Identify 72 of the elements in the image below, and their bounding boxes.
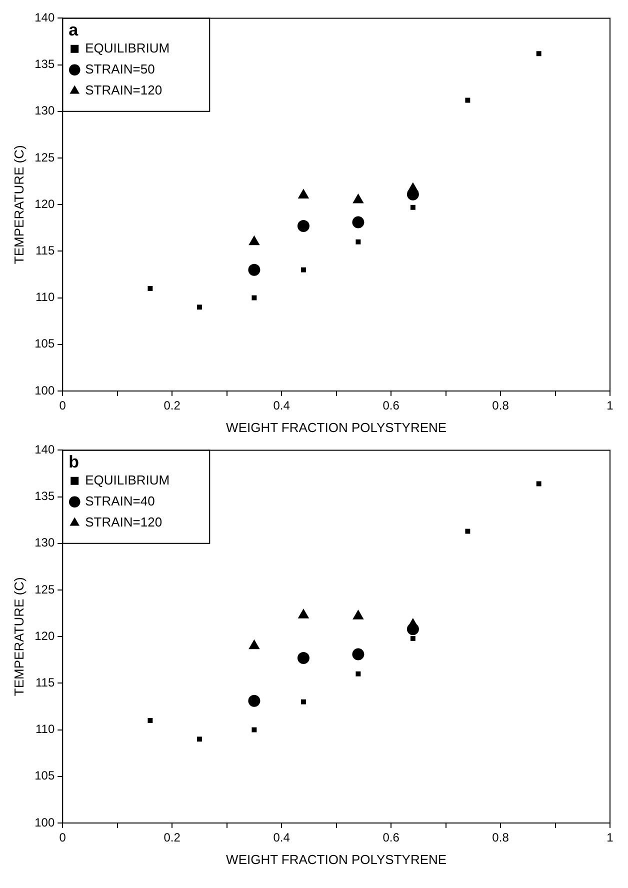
x-tick-label: 0.6 <box>382 830 400 845</box>
point <box>300 699 306 704</box>
point <box>252 295 257 300</box>
y-tick-label: 120 <box>34 628 55 643</box>
legend-label: STRAIN=120 <box>85 82 162 98</box>
y-tick-label: 140 <box>34 10 55 25</box>
point <box>352 216 364 228</box>
x-tick-label: 1 <box>606 398 614 413</box>
y-tick-label: 120 <box>34 196 55 211</box>
y-tick-label: 115 <box>35 676 55 690</box>
point <box>300 267 306 272</box>
legend-label: EQUILIBRIUM <box>85 40 170 56</box>
x-axis-title: WEIGHT FRACTION POLYSTYRENE <box>226 420 447 435</box>
annotation: b <box>68 452 80 472</box>
point <box>298 608 310 618</box>
point <box>410 636 416 641</box>
y-tick-label: 105 <box>34 768 55 783</box>
point <box>356 239 361 244</box>
y-tick-label: 125 <box>34 150 55 164</box>
y-tick-label: 130 <box>34 104 55 118</box>
x-tick-label: 0.2 <box>164 830 181 845</box>
x-tick-label: 0.4 <box>273 398 290 413</box>
legend-label: EQUILIBRIUM <box>85 472 170 488</box>
point <box>352 193 364 204</box>
point <box>297 220 310 232</box>
y-tick-label: 100 <box>34 815 55 830</box>
y-tick-label: 140 <box>34 442 55 457</box>
y-axis-title: TEMPERATURE (C) <box>11 577 26 696</box>
point <box>248 235 260 246</box>
y-tick-label: 100 <box>34 383 55 398</box>
x-tick-label: 0 <box>59 830 66 845</box>
x-axis-title: WEIGHT FRACTION POLYSTYRENE <box>226 852 447 867</box>
point <box>465 98 470 103</box>
x-tick-label: 0.4 <box>273 830 290 845</box>
point <box>252 727 257 732</box>
legend-label: STRAIN=40 <box>85 493 155 508</box>
legend-label: STRAIN=50 <box>85 61 155 76</box>
x-tick-label: 0.8 <box>492 830 510 845</box>
point <box>297 652 310 664</box>
y-tick-label: 115 <box>35 244 55 258</box>
legend-label: STRAIN=120 <box>85 514 162 530</box>
point <box>148 286 153 291</box>
y-axis-title: TEMPERATURE (C) <box>11 145 26 264</box>
x-tick-label: 0.8 <box>492 398 510 413</box>
point <box>248 639 260 650</box>
point <box>352 610 364 620</box>
point <box>410 204 416 210</box>
point <box>536 481 542 486</box>
x-tick-label: 0.6 <box>382 398 400 413</box>
y-tick-label: 135 <box>34 57 55 72</box>
y-tick-label: 130 <box>34 536 55 550</box>
point <box>248 264 260 276</box>
point <box>248 694 260 707</box>
point <box>148 718 153 723</box>
y-tick-label: 110 <box>35 290 55 304</box>
x-tick-label: 0.2 <box>164 398 181 413</box>
annotation: a <box>68 20 79 40</box>
y-tick-label: 125 <box>34 582 55 596</box>
y-tick-label: 105 <box>34 336 55 351</box>
point <box>196 736 202 742</box>
x-tick-label: 1 <box>606 830 614 845</box>
point <box>352 648 364 660</box>
y-tick-label: 110 <box>35 722 55 736</box>
point <box>536 51 542 56</box>
point <box>465 528 470 534</box>
point <box>196 304 202 310</box>
point <box>407 618 419 628</box>
x-tick-label: 0 <box>59 398 66 413</box>
point <box>356 671 361 676</box>
point <box>407 182 419 192</box>
y-tick-label: 135 <box>34 489 55 504</box>
point <box>298 188 310 199</box>
